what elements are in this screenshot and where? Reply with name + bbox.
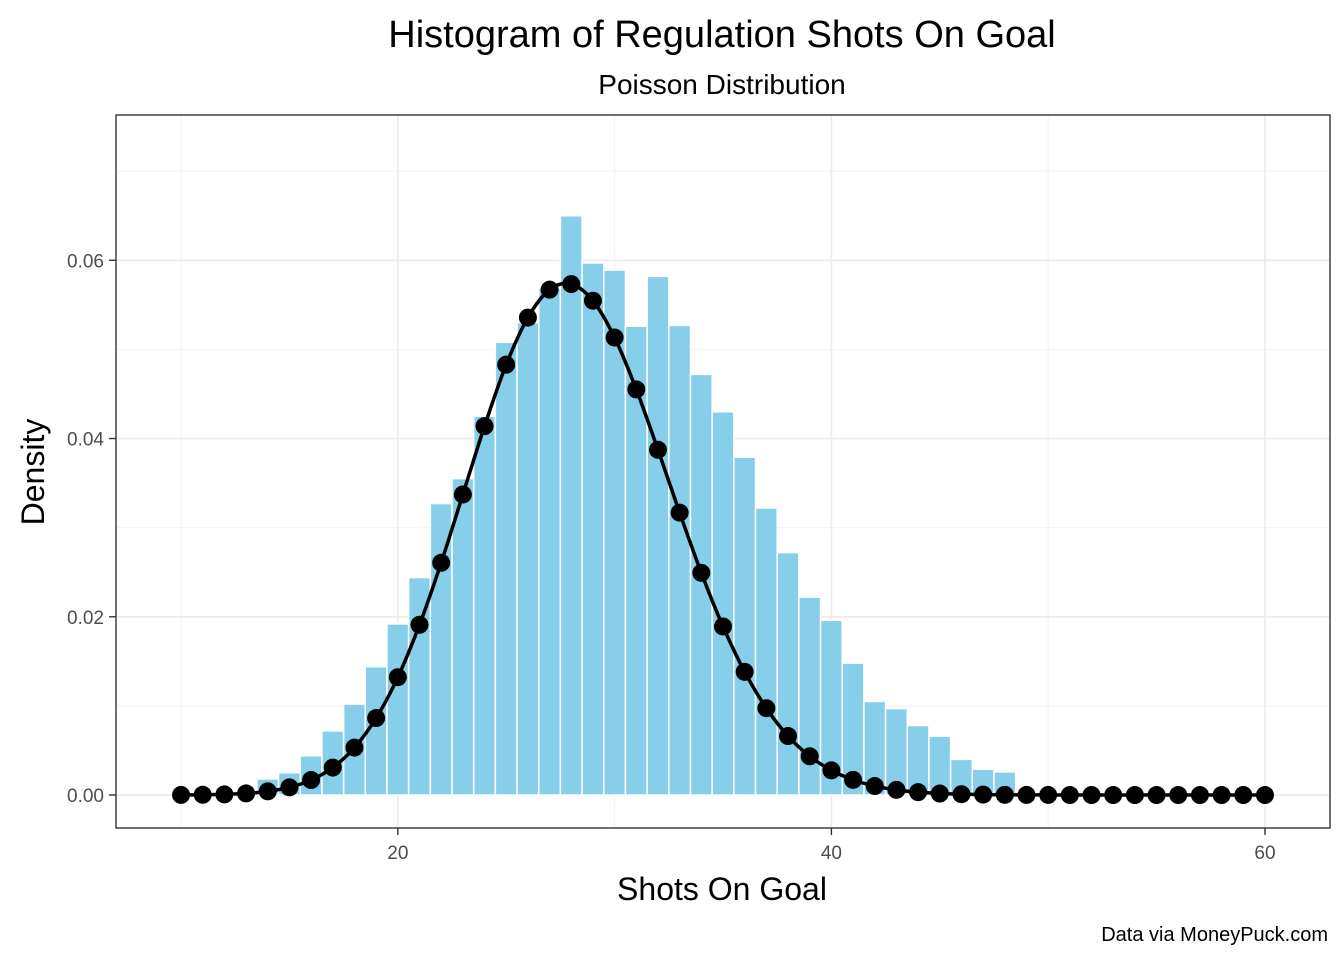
poisson-point <box>258 782 277 801</box>
poisson-point <box>237 784 256 803</box>
poisson-point <box>518 308 537 327</box>
poisson-point <box>692 563 711 582</box>
poisson-point <box>1212 786 1231 805</box>
poisson-point <box>735 662 754 681</box>
histogram-bar <box>516 321 540 796</box>
poisson-point <box>1234 786 1253 805</box>
poisson-line <box>181 281 1265 797</box>
poisson-point <box>1125 786 1144 805</box>
histogram-bar <box>798 596 822 796</box>
x-axis: 20 40 60 <box>387 828 1276 864</box>
poisson-point <box>323 758 342 777</box>
histogram-bar <box>689 373 713 796</box>
poisson-point <box>1147 786 1166 805</box>
poisson-point <box>779 727 798 746</box>
histogram-bar <box>646 275 670 796</box>
chart-subtitle: Poisson Distribution <box>598 69 845 100</box>
poisson-point <box>453 485 472 504</box>
histogram-bar <box>494 341 518 796</box>
poisson-point <box>865 777 884 796</box>
histogram-bar <box>711 411 735 796</box>
poisson-point <box>1104 786 1123 805</box>
histogram-bar <box>386 623 410 796</box>
poisson-point <box>302 771 321 790</box>
poisson-point <box>475 417 494 436</box>
histogram-bar <box>668 324 692 796</box>
x-tick-label: 40 <box>821 843 842 864</box>
y-tick-label: 0.02 <box>67 608 104 629</box>
poisson-point <box>410 615 429 634</box>
poisson-point <box>1255 786 1274 805</box>
histogram-bar <box>581 262 605 796</box>
poisson-point <box>193 785 212 804</box>
poisson-point <box>974 785 993 804</box>
poisson-point <box>757 699 776 718</box>
poisson-point <box>562 275 581 294</box>
poisson-point <box>648 440 667 459</box>
poisson-point <box>345 738 364 757</box>
poisson-point <box>995 785 1014 804</box>
poisson-point <box>844 770 863 789</box>
histogram-bar <box>407 576 432 796</box>
poisson-point <box>1017 785 1036 804</box>
panel-border <box>115 114 1331 829</box>
poisson-point <box>909 783 928 802</box>
poisson-curve <box>172 275 1274 805</box>
y-tick-label: 0.00 <box>67 786 104 807</box>
poisson-point <box>497 355 516 374</box>
histogram-bar <box>559 214 583 796</box>
poisson-point <box>367 709 386 728</box>
poisson-point <box>172 785 191 804</box>
poisson-point <box>1060 786 1079 805</box>
poisson-point <box>432 553 451 572</box>
histogram-bar <box>733 456 757 796</box>
y-tick-label: 0.04 <box>67 430 104 451</box>
y-tick-label: 0.06 <box>67 251 104 272</box>
poisson-point <box>605 328 624 347</box>
poisson-point <box>822 761 841 780</box>
x-axis-title: Shots On Goal <box>617 871 827 907</box>
y-axis: 0.00 0.02 0.04 0.06 <box>67 251 116 807</box>
chart-title: Histogram of Regulation Shots On Goal <box>388 14 1055 56</box>
poisson-point <box>388 668 407 687</box>
poisson-point <box>952 785 971 804</box>
poisson-point <box>930 784 949 803</box>
plot-panel <box>115 114 1331 829</box>
poisson-point <box>280 778 299 797</box>
histogram-bar <box>776 551 800 796</box>
histogram-bar <box>537 287 562 796</box>
y-axis-title: Density <box>15 419 51 526</box>
poisson-point <box>714 617 732 636</box>
poisson-point <box>670 503 689 522</box>
poisson-point <box>1082 786 1101 805</box>
x-tick-label: 60 <box>1254 843 1275 864</box>
poisson-point <box>800 747 819 766</box>
x-tick-label: 20 <box>387 843 408 864</box>
histogram-bar <box>603 269 627 796</box>
histogram-bar <box>472 415 497 796</box>
poisson-point <box>583 291 602 310</box>
poisson-point <box>1169 786 1188 805</box>
histogram-bar <box>754 507 778 796</box>
poisson-point <box>540 280 559 299</box>
poisson-point <box>887 780 906 799</box>
poisson-point <box>627 380 646 399</box>
histogram-bar <box>451 477 475 796</box>
poisson-point <box>1190 786 1209 805</box>
data-source-caption: Data via MoneyPuck.com <box>1101 924 1328 946</box>
histogram-bar <box>429 502 453 796</box>
poisson-point <box>215 785 234 804</box>
poisson-point <box>1039 785 1058 804</box>
